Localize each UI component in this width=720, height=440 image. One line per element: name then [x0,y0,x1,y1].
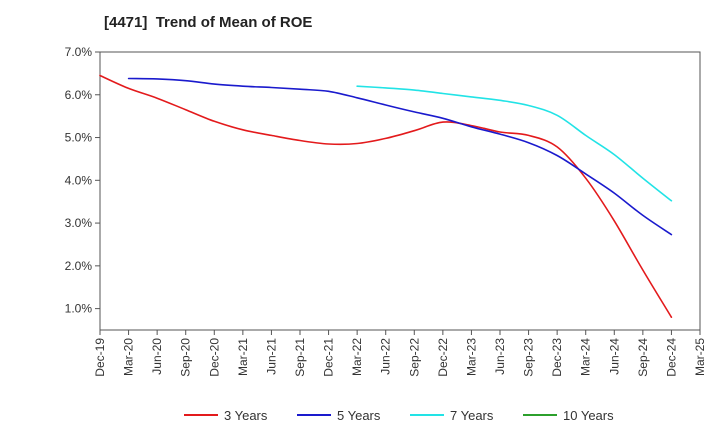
x-tick-label: Jun-20 [150,338,164,375]
legend-label: 5 Years [337,408,381,423]
series-line-1 [99,74,673,318]
y-tick-label: 5.0% [65,131,93,145]
legend-label: 10 Years [563,408,614,423]
y-tick-label: 4.0% [65,173,93,187]
x-axis-ticks: Dec-19 Mar-20 Jun-20 Sep-20 Dec-20 Mar-21 Jun-… [93,330,707,377]
x-tick-label: Sep-23 [522,338,536,377]
chart-title: [4471] Trend of Mean of ROE [104,14,313,31]
x-tick-label: Dec-23 [550,338,564,377]
x-tick-label: Dec-22 [436,338,450,377]
series-line-2 [127,77,673,236]
x-tick-label: Sep-22 [407,338,421,377]
x-tick-label: Dec-21 [322,338,336,377]
x-tick-label: Dec-24 [664,338,678,377]
series-line-3 [356,85,673,202]
y-tick-label: 1.0% [65,302,93,316]
series-lines [99,74,673,318]
y-tick-label: 7.0% [65,45,93,59]
legend-label: 3 Years [224,408,268,423]
x-tick-label: Dec-19 [93,338,107,377]
axes [99,51,701,331]
x-tick-label: Jun-22 [379,338,393,375]
y-tick-label: 3.0% [65,216,93,230]
x-tick-label: Dec-20 [207,338,221,377]
x-tick-label: Jun-24 [607,338,621,375]
x-tick-label: Sep-24 [636,338,650,377]
y-tick-label: 2.0% [65,259,93,273]
legend-label: 7 Years [450,408,494,423]
legend: 3 Years 5 Years 7 Years 10 Years [184,408,614,423]
x-tick-label: Mar-24 [579,338,593,376]
x-tick-label: Mar-20 [122,338,136,376]
y-tick-label: 6.0% [65,88,93,102]
x-tick-label: Jun-21 [264,338,278,375]
x-tick-label: Mar-21 [236,338,250,376]
x-tick-label: Sep-21 [293,338,307,377]
y-axis-ticks: 1.0% 2.0% 3.0% 4.0% 5.0% 6.0% 7.0% [65,45,100,316]
x-tick-label: Sep-20 [179,338,193,377]
x-tick-label: Jun-23 [493,338,507,375]
x-tick-label: Mar-23 [464,338,478,376]
x-tick-label: Mar-22 [350,338,364,376]
plot-frame [99,51,701,331]
x-tick-label: Mar-25 [693,338,707,376]
